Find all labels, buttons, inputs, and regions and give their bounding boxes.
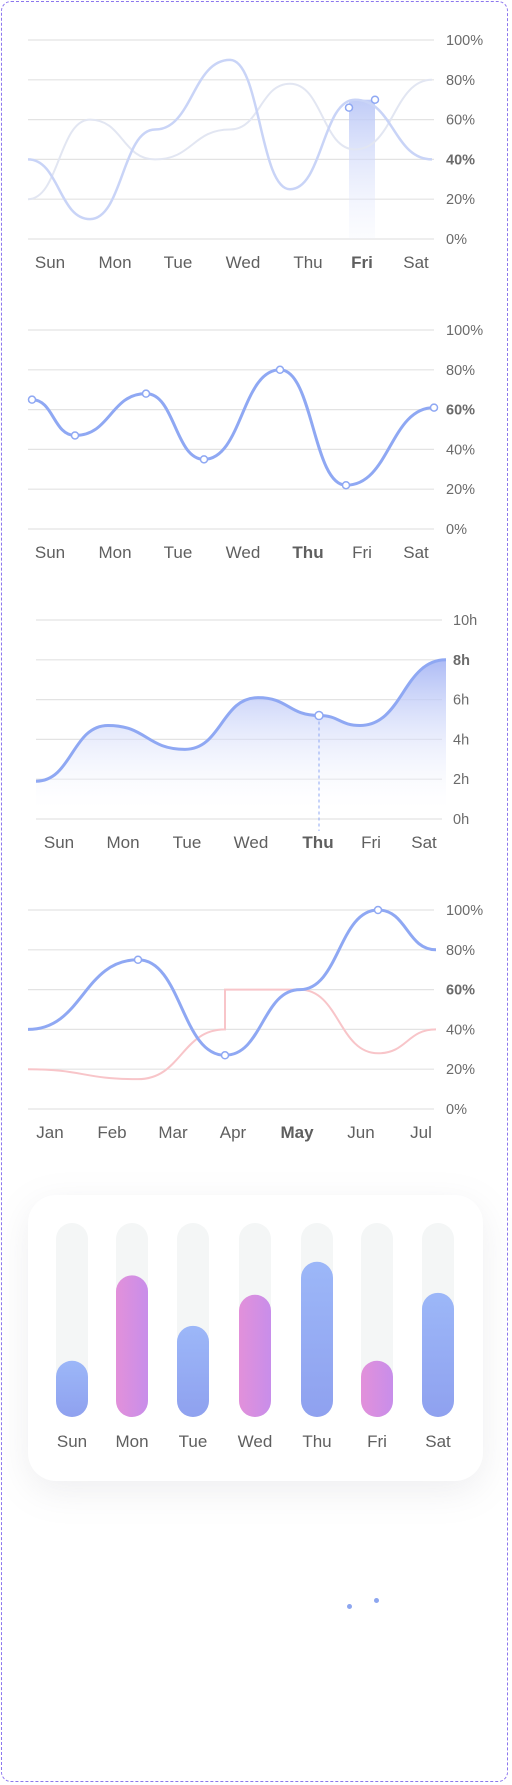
y-tick-label: 8h [453,653,470,669]
y-tick-label: 40% [446,442,475,458]
x-tick-label: Wed [234,833,269,852]
data-point [344,103,354,112]
data-point [133,955,143,964]
x-tick-label: Feb [97,1123,126,1142]
x-tick-label: Mon [106,833,139,852]
pagination-dot[interactable] [347,1604,352,1609]
area-fill [36,659,446,809]
data-point [275,365,285,375]
bar [361,1360,393,1417]
data-point [70,431,80,440]
data-point [341,480,351,490]
bar-chart-card: Sun Mon Tue Wed Thu Fri Sat [28,1195,483,1481]
y-tick-label: 10h [453,613,477,629]
x-tick-label: Sun [35,253,65,272]
y-tick-label: 0% [446,522,467,538]
bar [116,1275,148,1417]
x-tick-label: Mon [98,543,131,562]
x-tick-label: Sat [403,253,429,272]
x-tick-label: Wed [226,253,261,272]
x-tick-label: Sun [44,833,74,852]
pagination-dot[interactable] [374,1598,379,1603]
x-tick-label: Mon [98,253,131,272]
x-tick-label: Sat [425,1432,451,1451]
x-tick-label: Jan [36,1123,63,1142]
series-line [35,658,447,783]
x-tick-label: Mar [158,1123,188,1142]
bar [239,1294,271,1417]
x-tick-label: Fri [352,543,372,562]
y-tick-label: 20% [446,1062,475,1078]
x-tick-label: Apr [220,1123,247,1142]
y-tick-label: 40% [446,152,475,168]
area-chart-weekly-hours: 10h 8h 6h 4h 2h 0h Sun Mon Tue Wed Thu Fri Sat [35,613,477,852]
x-tick-label: Jul [410,1123,432,1142]
y-tick-label: 100% [446,903,483,919]
y-tick-label: 40% [446,1022,475,1038]
data-point [220,1051,230,1060]
x-tick-label: Jun [347,1123,374,1142]
x-tick-label: Tue [164,543,193,562]
x-tick-label: Tue [179,1432,208,1451]
x-tick-label: Thu [302,833,333,852]
data-point [370,95,380,104]
x-tick-label: Sun [35,543,65,562]
y-tick-label: 0% [446,1102,467,1118]
y-tick-label: 4h [453,732,469,748]
x-tick-label: May [280,1123,314,1142]
y-tick-label: 80% [446,363,475,379]
x-tick-label: Sat [411,833,437,852]
bar [301,1261,333,1417]
highlight-column [349,99,375,239]
line-chart-weekly-comparison: 100% 80% 60% 40% 20% 0% Sun Mon Tue Wed Thu Fri Sat [27,33,483,272]
x-tick-label: Thu [293,253,322,272]
y-tick-label: 100% [446,323,483,339]
y-tick-label: 2h [453,772,469,788]
x-tick-label: Wed [226,543,261,562]
data-point [27,395,37,404]
x-tick-label: Sat [403,543,429,562]
x-tick-label: Fri [361,833,381,852]
y-tick-label: 60% [446,403,475,419]
series-line [27,988,437,1081]
y-tick-label: 20% [446,192,475,208]
x-tick-label: Tue [173,833,202,852]
y-tick-label: 60% [446,983,475,999]
data-point [373,905,383,915]
y-tick-label: 0% [446,232,467,248]
y-tick-label: 80% [446,943,475,959]
data-point [141,389,151,398]
line-chart-monthly-comparison: 100% 80% 60% 40% 20% 0% Jan Feb Mar Apr May Jun Jul [27,903,483,1142]
series-line [27,78,433,201]
series-line [31,368,435,487]
y-tick-label: 100% [446,33,483,49]
x-tick-label: Wed [238,1432,273,1451]
x-tick-label: Fri [351,253,373,272]
x-tick-label: Thu [302,1432,331,1451]
x-tick-label: Mon [115,1432,148,1451]
line-chart-weekly-percentage: 100% 80% 60% 40% 20% 0% Sun Mon Tue Wed Thu Fri Sat [27,323,483,562]
bar [422,1292,454,1417]
data-point [199,455,209,464]
x-tick-label: Fri [367,1432,387,1451]
series-line [27,58,433,221]
bar-chart-weekly: Sun Mon Tue Wed Thu Fri Sat [56,1223,454,1451]
y-tick-label: 0h [453,812,469,828]
y-tick-label: 6h [453,693,469,709]
bar [177,1325,209,1417]
x-tick-label: Thu [292,543,323,562]
y-tick-label: 80% [446,73,475,89]
x-tick-label: Tue [164,253,193,272]
data-point [314,710,324,721]
data-point [429,403,439,412]
series-line [27,908,437,1057]
y-tick-label: 60% [446,113,475,129]
y-tick-label: 20% [446,482,475,498]
x-tick-label: Sun [57,1432,87,1451]
bar [56,1360,88,1417]
